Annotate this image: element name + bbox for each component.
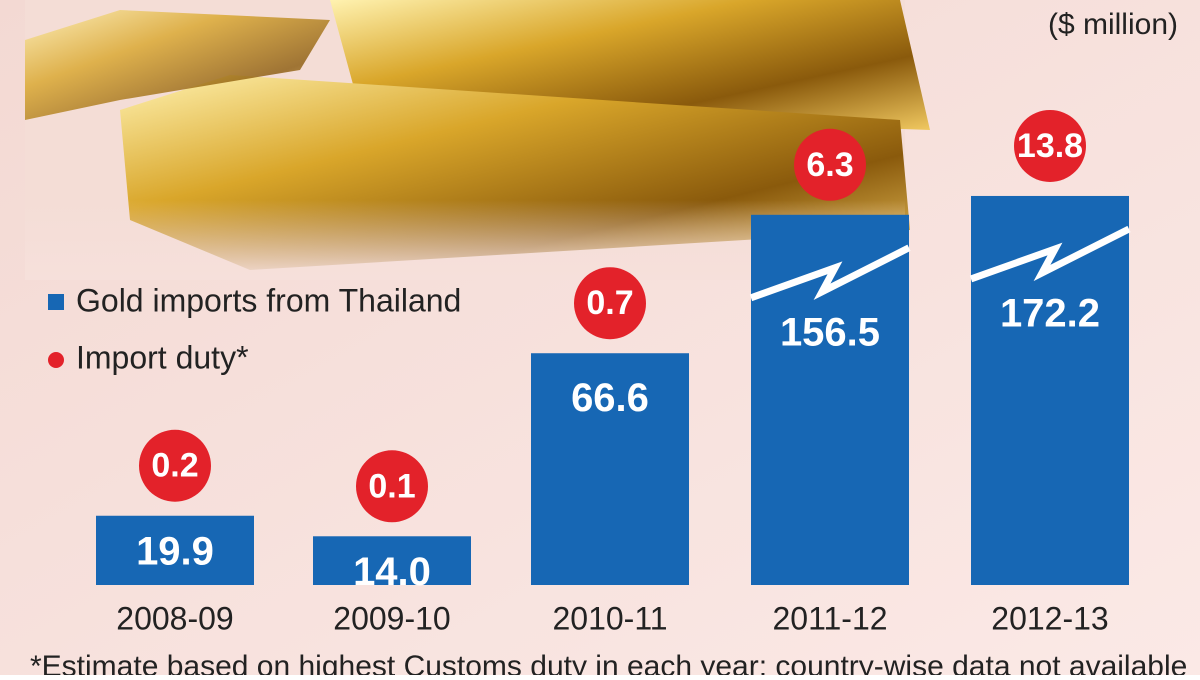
bar (531, 353, 689, 585)
bar (96, 515, 254, 585)
axis-break (749, 244, 911, 302)
duty-marker (794, 128, 866, 201)
legend-label: Import duty* (76, 339, 249, 375)
x-tick-label: 2009-10 (333, 600, 450, 636)
value-label: 172.2 (1000, 292, 1100, 336)
value-label: 19.9 (136, 529, 214, 573)
duty-label: 0.1 (368, 467, 415, 505)
x-tick-label: 2008-09 (116, 600, 233, 636)
duty-label: 0.7 (586, 284, 633, 322)
footnote: *Estimate based on highest Customs duty … (30, 650, 1187, 675)
x-tick-label: 2012-13 (991, 600, 1108, 636)
unit-label: ($ million) (1048, 8, 1178, 41)
x-tick-label: 2010-11 (552, 600, 667, 636)
duty-marker (356, 450, 428, 523)
bar (313, 536, 471, 585)
legend-marker (48, 294, 64, 310)
x-tick-label: 2011-12 (772, 600, 887, 636)
axis-break (969, 225, 1131, 283)
legend-label: Gold imports from Thailand (76, 282, 461, 318)
legend-marker (48, 352, 64, 368)
value-label: 156.5 (780, 310, 880, 354)
duty-label: 0.2 (151, 447, 198, 485)
duty-marker (574, 267, 646, 340)
value-label: 14.0 (353, 550, 431, 594)
value-label: 66.6 (571, 376, 649, 420)
duty-label: 13.8 (1017, 127, 1083, 165)
duty-label: 6.3 (806, 146, 853, 184)
duty-marker (1014, 109, 1086, 182)
duty-marker (139, 429, 211, 502)
